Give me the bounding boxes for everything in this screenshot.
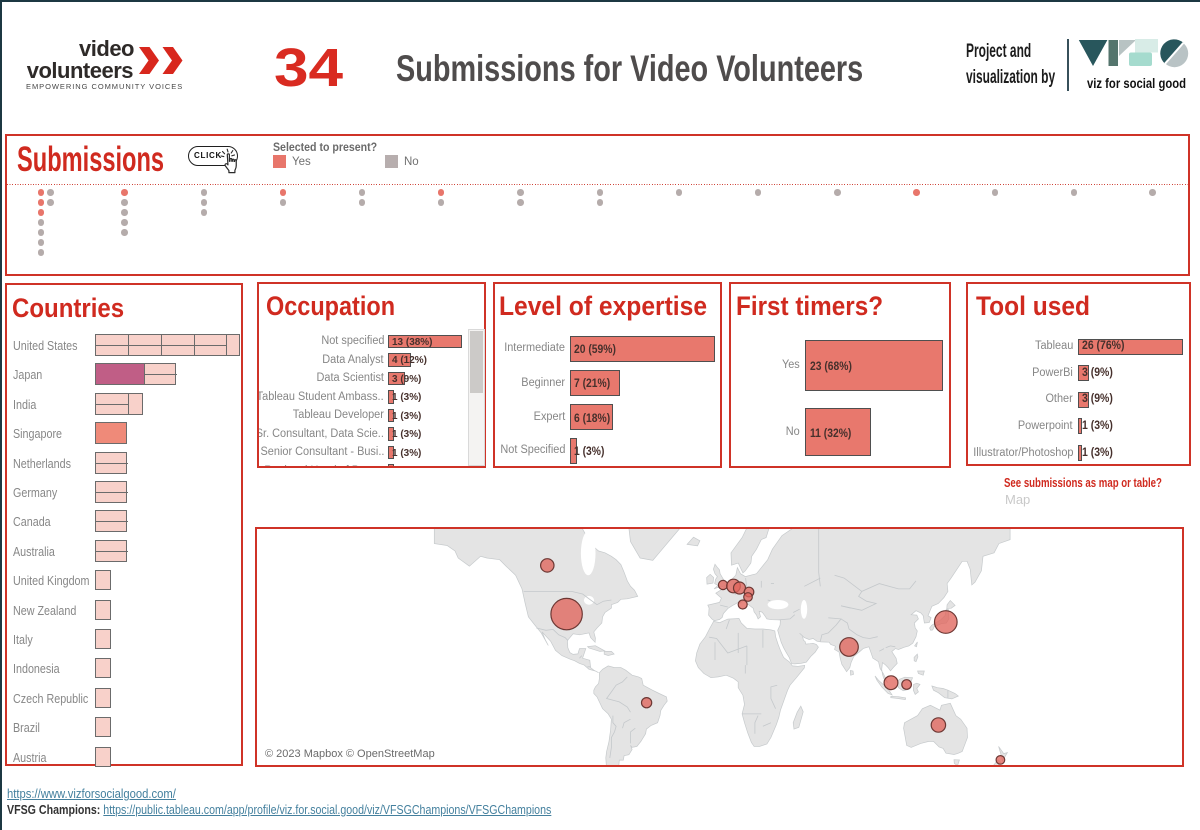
- svg-text:© 2023 Mapbox © OpenStreetMap: © 2023 Mapbox © OpenStreetMap: [265, 748, 435, 760]
- svg-text:viz for social good: viz for social good: [1087, 76, 1186, 91]
